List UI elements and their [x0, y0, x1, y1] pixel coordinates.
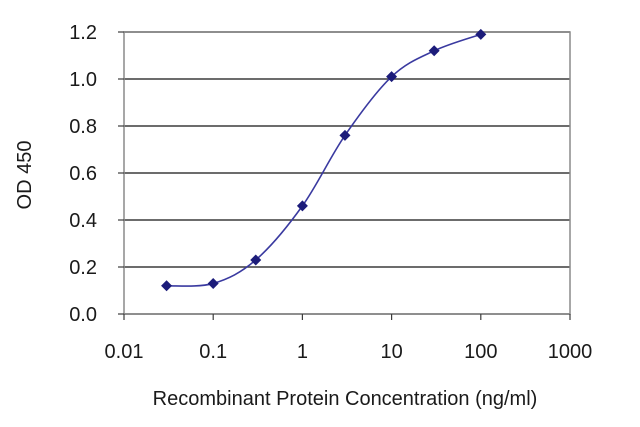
y-axis-title: OD 450: [14, 141, 36, 210]
axis-ticks: [118, 31, 571, 320]
y-tick-label: 0.8: [69, 116, 97, 138]
y-tick-label: 0.6: [69, 163, 97, 185]
y-tick-label: 1.2: [69, 22, 97, 44]
y-tick-label: 0.2: [69, 257, 97, 279]
x-tick-label: 10: [380, 341, 402, 363]
x-tick-label: 1000: [548, 341, 593, 363]
y-tick-label: 0.0: [69, 304, 97, 326]
data-point-diamond: [161, 280, 173, 292]
y-axis-tick-labels: 0.0 0.2 0.4 0.6 0.8 1.0 1.2: [69, 22, 97, 326]
x-tick-label: 100: [464, 341, 497, 363]
data-point-diamond: [207, 277, 219, 289]
data-point-diamond: [296, 200, 308, 212]
y-tick-label: 0.4: [69, 210, 97, 232]
fitted-curve: [166, 33, 482, 287]
x-axis-tick-labels: 0.01 0.1 1 10 100 1000: [105, 341, 593, 363]
data-points: [161, 28, 487, 292]
data-point-diamond: [428, 45, 440, 57]
data-point-diamond: [475, 28, 487, 40]
y-tick-label: 1.0: [69, 69, 97, 91]
data-point-diamond: [250, 254, 262, 266]
data-point-diamond: [339, 129, 351, 141]
x-axis-title: Recombinant Protein Concentration (ng/ml…: [153, 388, 538, 410]
x-tick-label: 0.1: [199, 341, 227, 363]
x-tick-label: 0.01: [105, 341, 144, 363]
data-point-diamond: [386, 71, 398, 83]
x-tick-label: 1: [297, 341, 308, 363]
